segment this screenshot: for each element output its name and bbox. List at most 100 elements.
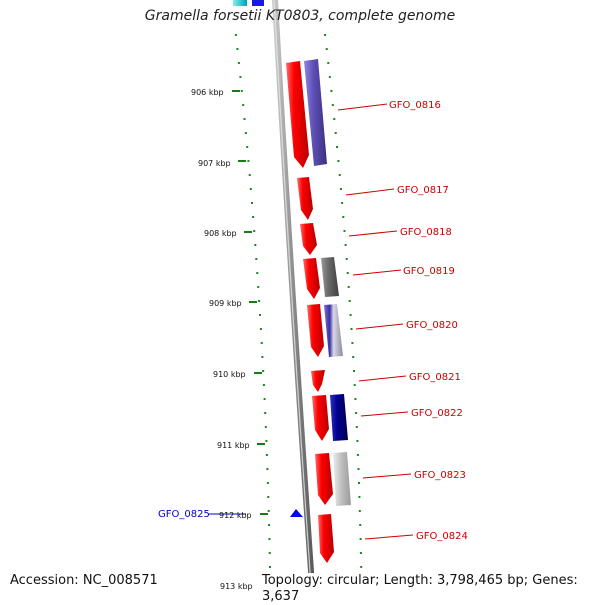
tick-label-912: 912 kbp [219, 511, 252, 520]
minor-tick-dot [246, 146, 249, 148]
outer-track-dot [357, 468, 360, 470]
leader-gfo-0819 [352, 269, 402, 276]
gene-arrow-gfo-0821 [311, 370, 325, 392]
gene-label-gfo-0824[interactable]: GFO_0824 [416, 531, 468, 542]
minor-tick-dot [239, 76, 242, 78]
minor-tick-dot [258, 300, 261, 302]
feature-light-gray-1 [333, 452, 351, 506]
minor-tick-dot [255, 258, 258, 260]
outer-track-dot [353, 370, 355, 372]
genome-meta-text: Topology: circular; Length: 3,798,465 bp… [262, 573, 600, 605]
minor-tick-dot [262, 370, 265, 372]
tick-label-906: 906 kbp [191, 88, 224, 97]
outer-track-dot [330, 90, 333, 92]
accession-text: Accession: NC_008571 [10, 573, 158, 589]
leader-gfo-0817 [345, 188, 395, 196]
minor-tick-dot [264, 412, 267, 414]
gene-labels: GFO_0816 GFO_0817 GFO_0818 GFO_0819 GFO_… [389, 100, 468, 542]
tick-label-910: 910 kbp [213, 370, 246, 379]
outer-track-dot [354, 398, 357, 400]
outer-track-dot [336, 146, 338, 148]
outer-track-dot [344, 244, 347, 246]
tick-label-908: 908 kbp [204, 229, 237, 238]
leader-gfo-0823 [362, 473, 412, 479]
outer-track-dot [359, 552, 362, 554]
gene-arrow-gfo-0820 [307, 304, 324, 357]
gene-label-gfo-0820[interactable]: GFO_0820 [406, 320, 458, 331]
partial-feature-blue [252, 0, 264, 6]
outer-track-dot [359, 538, 362, 540]
minor-tick-dot [240, 90, 243, 92]
feature-mixed-1 [324, 304, 343, 357]
minor-tick-dot [268, 538, 271, 540]
minor-tick-dot [262, 384, 265, 386]
gene-label-gfo-0822[interactable]: GFO_0822 [411, 408, 463, 419]
outer-track-dot [350, 328, 353, 330]
outer-track-dot [343, 230, 346, 232]
minor-tick-dot [249, 188, 252, 190]
gene-label-gfo-0818[interactable]: GFO_0818 [400, 227, 452, 238]
outer-track-dot [353, 384, 356, 386]
minor-tick-dot [259, 314, 261, 316]
minor-tick-dot [266, 468, 269, 470]
minor-tick-dot [263, 398, 266, 400]
outer-track-dot [346, 272, 349, 274]
minor-tick-dot [264, 426, 267, 428]
gene-label-gfo-0819[interactable]: GFO_0819 [403, 266, 455, 277]
gene-label-gfo-0823[interactable]: GFO_0823 [414, 470, 466, 481]
outer-track-dot [352, 356, 355, 358]
outer-track-dot [349, 314, 352, 316]
minor-tick-dot [269, 566, 271, 568]
minor-tick-dot [242, 104, 245, 106]
leader-gfo-0818 [348, 230, 398, 237]
genome-title: Gramella forsetii KT0803, complete genom… [144, 8, 456, 24]
outer-track-dot [328, 76, 331, 78]
feature-purple-1 [304, 59, 327, 166]
gene-label-gfo-0825[interactable]: GFO_0825 [158, 509, 210, 520]
gene-label-gfo-0821[interactable]: GFO_0821 [409, 372, 461, 383]
leader-gfo-0822 [360, 411, 409, 417]
outer-track-dot [360, 566, 363, 568]
leader-lines [208, 103, 414, 540]
minor-tick-dot [266, 482, 269, 484]
gene-arrow-gfo-0817 [297, 177, 313, 220]
minor-tick-dot [237, 62, 240, 64]
minor-tick-dot [243, 118, 246, 120]
minor-tick-dot [261, 356, 264, 358]
minor-tick-dot [247, 160, 250, 162]
outer-track-dot [325, 48, 328, 50]
minor-tick-dot [267, 510, 270, 512]
outer-track-dot [341, 202, 344, 204]
tick-label-907: 907 kbp [198, 159, 231, 168]
genome-backbone-highlight [273, 0, 313, 601]
gene-label-gfo-0816[interactable]: GFO_0816 [389, 100, 441, 111]
leader-gfo-0821 [358, 375, 407, 382]
outer-track-dot [351, 342, 354, 344]
gene-label-gfo-0817[interactable]: GFO_0817 [397, 185, 449, 196]
outer-track-dot [339, 188, 342, 190]
outer-track-dot [347, 286, 350, 288]
feature-navy-1 [330, 394, 348, 441]
gene-arrow-gfo-0818 [300, 223, 317, 255]
gene-arrow-gfo-0824 [318, 514, 334, 563]
gene-arrow-gfo-0816 [286, 61, 309, 168]
outer-track-dot [345, 258, 348, 260]
outer-track-dot [334, 132, 337, 134]
outer-track-dot [358, 510, 361, 512]
minor-tick-dot [260, 342, 263, 344]
partial-feature-cyan [233, 0, 247, 6]
minor-tick-dot [259, 328, 262, 330]
outer-track-dot [338, 174, 341, 176]
minor-tick-dot [256, 272, 259, 274]
outer-track-dot [358, 496, 361, 498]
minor-tick-dot [254, 244, 257, 246]
gene-arrow-gfo-0823 [315, 453, 333, 505]
gene-arrow-gfo-0825 [290, 509, 303, 517]
outer-track-dot [356, 454, 359, 456]
minor-tick-dot [248, 174, 251, 176]
minor-tick-dot [267, 496, 270, 498]
minor-tick-dot [268, 552, 271, 554]
minor-tick-dot [265, 454, 268, 456]
